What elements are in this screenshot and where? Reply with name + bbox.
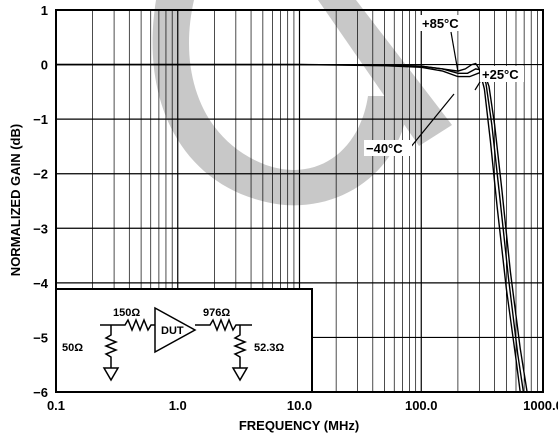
x-tick-label: 1000.0 [523, 398, 558, 413]
x-axis-label: FREQUENCY (MHz) [239, 418, 359, 433]
y-tick-label: 1 [41, 3, 48, 18]
series-resistor-label: 976Ω [203, 307, 230, 319]
label-plus25c: +25°C [482, 67, 519, 82]
test-circuit-inset: 150Ω 50Ω DUT 976Ω 52.3Ω [55, 288, 313, 393]
y-tick-label: −4 [33, 276, 49, 291]
series-layer [56, 62, 528, 393]
x-tick-label: 100.0 [405, 398, 438, 413]
y-tick-label: −2 [33, 167, 48, 182]
label-plus85c: +85°C [422, 16, 459, 31]
watermark [152, 0, 452, 206]
termination-resistor-label: 50Ω [62, 342, 83, 354]
y-tick-label: −5 [33, 330, 48, 345]
y-axis-label: NORMALIZED GAIN (dB) [8, 124, 23, 276]
y-tick-label: −6 [33, 385, 48, 400]
series-minus40c [56, 63, 528, 393]
x-tick-label: 1.0 [169, 398, 187, 413]
y-tick-label: 0 [41, 58, 48, 73]
x-tick-labels: 0.1 1.0 10.0 100.0 1000.0 [47, 398, 558, 413]
source-resistor-label: 150Ω [113, 307, 140, 319]
load-resistor-label: 52.3Ω [254, 342, 284, 354]
y-tick-labels: 1 0 −1 −2 −3 −4 −5 −6 [33, 3, 49, 400]
label-minus40c: −40°C [366, 141, 403, 156]
y-tick-label: −1 [33, 112, 48, 127]
x-tick-label: 10.0 [287, 398, 312, 413]
x-tick-label: 0.1 [47, 398, 65, 413]
dut-label: DUT [161, 325, 184, 337]
series-annotations: +85°C +25°C −40°C [364, 15, 524, 156]
y-tick-label: −3 [33, 221, 48, 236]
